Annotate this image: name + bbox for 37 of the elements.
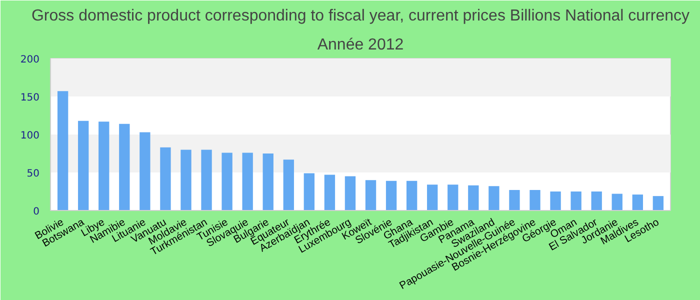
bar [509, 190, 520, 210]
chart-title: Gross domestic product corresponding to fiscal year, current prices Billions National currency [31, 8, 690, 24]
bar [324, 174, 336, 210]
bar [262, 154, 274, 210]
bar [180, 150, 192, 210]
bar [427, 184, 438, 210]
bar [283, 160, 294, 210]
bar [550, 192, 561, 210]
bar [140, 132, 150, 210]
chart-subtitle: Année 2012 [317, 36, 404, 54]
bar [78, 120, 89, 210]
y-tick-label: 150 [20, 92, 40, 104]
bar [530, 190, 540, 210]
bar [591, 192, 602, 210]
bar [344, 176, 356, 210]
bar [222, 152, 232, 210]
bar [386, 180, 397, 210]
bar [448, 184, 458, 210]
bar [468, 185, 479, 210]
y-tick-label: 0 [33, 206, 40, 218]
y-tick-label: 50 [26, 168, 40, 180]
bar [201, 150, 212, 210]
bar [304, 173, 315, 210]
bar [652, 196, 664, 210]
bar [632, 194, 643, 210]
bar [612, 194, 622, 210]
bar [119, 124, 130, 210]
bar [570, 192, 582, 210]
bar [242, 152, 253, 210]
bar [406, 180, 418, 210]
bar [160, 147, 171, 210]
y-tick-label: 200 [20, 54, 40, 66]
bar [57, 91, 68, 210]
y-tick-label: 100 [20, 130, 40, 142]
bar [98, 122, 110, 210]
bar [488, 186, 500, 210]
bar [365, 180, 376, 210]
